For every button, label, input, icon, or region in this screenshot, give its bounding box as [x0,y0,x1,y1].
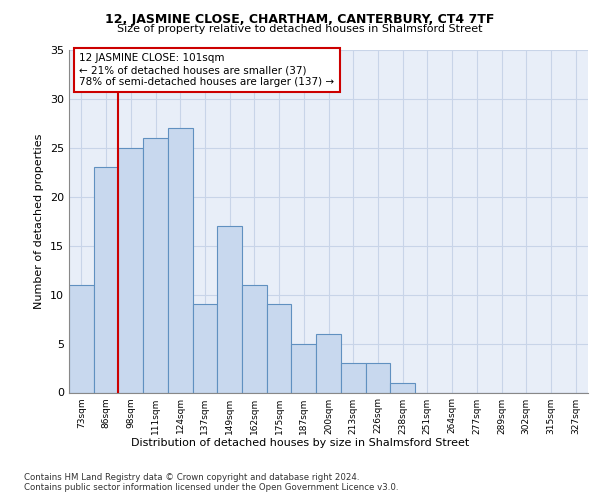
Text: 12 JASMINE CLOSE: 101sqm
← 21% of detached houses are smaller (37)
78% of semi-d: 12 JASMINE CLOSE: 101sqm ← 21% of detach… [79,54,335,86]
Bar [118,148,143,392]
Text: Size of property relative to detached houses in Shalmsford Street: Size of property relative to detached ho… [117,24,483,34]
Text: Contains HM Land Registry data © Crown copyright and database right 2024.: Contains HM Land Registry data © Crown c… [24,472,359,482]
Bar [69,285,94,393]
Text: Distribution of detached houses by size in Shalmsford Street: Distribution of detached houses by size … [131,438,469,448]
Bar [143,138,168,392]
Bar [316,334,341,392]
Bar [341,363,365,392]
Bar [292,344,316,392]
Bar [94,168,118,392]
Text: 12, JASMINE CLOSE, CHARTHAM, CANTERBURY, CT4 7TF: 12, JASMINE CLOSE, CHARTHAM, CANTERBURY,… [106,12,494,26]
Bar [267,304,292,392]
Bar [217,226,242,392]
Text: Contains public sector information licensed under the Open Government Licence v3: Contains public sector information licen… [24,484,398,492]
Y-axis label: Number of detached properties: Number of detached properties [34,134,44,309]
Bar [390,382,415,392]
Bar [193,304,217,392]
Bar [168,128,193,392]
Bar [242,285,267,393]
Bar [365,363,390,392]
